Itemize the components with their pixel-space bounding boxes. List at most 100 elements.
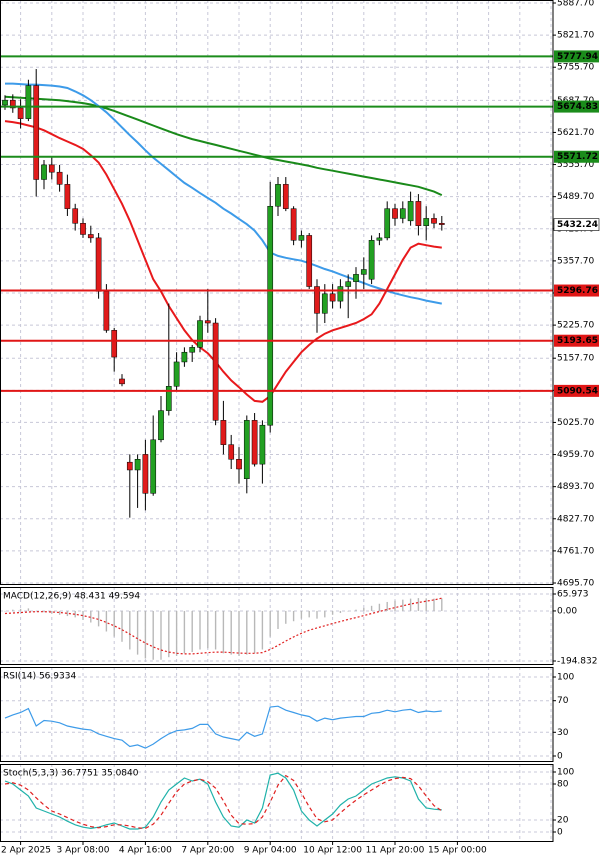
candle-body bbox=[87, 234, 94, 239]
histogram-bar bbox=[152, 610, 154, 660]
x-tick-label: 11 Apr 20:00 bbox=[366, 846, 425, 856]
x-tick-label: 15 Apr 00:00 bbox=[428, 846, 487, 856]
histogram-bar bbox=[324, 610, 326, 618]
histogram-bar bbox=[51, 610, 53, 614]
candle-body bbox=[415, 201, 422, 226]
candle-body bbox=[9, 99, 16, 109]
moving-average bbox=[5, 82, 442, 305]
y-tick-label: 0.00 bbox=[557, 606, 577, 616]
level-label: 5777.94 bbox=[557, 52, 598, 62]
histogram-bar bbox=[230, 610, 232, 655]
indicator-line bbox=[4, 705, 442, 749]
level-label: 5090.54 bbox=[557, 386, 598, 396]
candle-body bbox=[243, 420, 250, 479]
candle-body bbox=[142, 454, 149, 494]
candle-body bbox=[158, 410, 164, 441]
histogram-bar bbox=[35, 610, 37, 612]
level-label-box bbox=[554, 334, 599, 347]
panel-frame bbox=[0, 0, 554, 585]
candle-body bbox=[2, 99, 8, 106]
candle-body bbox=[399, 208, 406, 219]
histogram-bar bbox=[394, 600, 396, 611]
candle-body bbox=[376, 237, 383, 241]
histogram-bar bbox=[300, 610, 303, 619]
candle-body bbox=[56, 171, 63, 185]
histogram-bar bbox=[136, 610, 139, 655]
histogram-bar bbox=[386, 601, 388, 611]
y-tick-label: 5025.70 bbox=[557, 418, 594, 428]
histogram-bar bbox=[43, 610, 45, 613]
histogram-bar bbox=[253, 610, 256, 654]
histogram-bar bbox=[246, 610, 248, 655]
y-tick-label: 100 bbox=[557, 673, 574, 683]
panel-frame bbox=[0, 764, 554, 842]
candle-body bbox=[134, 459, 141, 471]
y-tick-label: 5821.70 bbox=[557, 31, 594, 41]
y-tick-label: 4893.70 bbox=[557, 482, 594, 492]
candle-body bbox=[298, 235, 305, 241]
histogram-bar bbox=[409, 598, 412, 611]
histogram-bar bbox=[97, 610, 100, 627]
candle-body bbox=[236, 459, 242, 470]
candle-body bbox=[275, 184, 281, 207]
y-tick-label: 5621.70 bbox=[557, 128, 594, 138]
x-tick-label: 3 Apr 08:00 bbox=[57, 846, 110, 856]
candle-body bbox=[111, 330, 118, 358]
histogram-bar bbox=[82, 610, 84, 620]
moving-average bbox=[4, 120, 442, 403]
histogram-bar bbox=[433, 598, 435, 611]
candle-body bbox=[197, 320, 203, 348]
candle-body bbox=[95, 237, 102, 292]
histogram-bar bbox=[183, 610, 186, 654]
candle-body bbox=[392, 208, 398, 219]
histogram-bar bbox=[58, 610, 61, 615]
histogram-bar bbox=[175, 610, 178, 656]
x-tick-label: 10 Apr 12:00 bbox=[303, 846, 362, 856]
histogram-bar bbox=[214, 610, 217, 650]
histogram-bar bbox=[121, 610, 123, 642]
histogram-bar bbox=[113, 610, 115, 637]
histogram-bar bbox=[355, 609, 357, 611]
candle-body bbox=[306, 235, 313, 287]
candle-body bbox=[360, 269, 367, 275]
histogram-bar bbox=[105, 610, 108, 632]
y-tick-label: 4695.70 bbox=[557, 579, 594, 589]
level-label-box bbox=[554, 50, 599, 63]
y-tick-label: 4761.70 bbox=[557, 546, 594, 556]
y-tick-label: 5887.70 bbox=[557, 0, 594, 9]
candle-body bbox=[80, 223, 86, 235]
histogram-bar bbox=[292, 610, 295, 622]
candle-body bbox=[48, 164, 55, 173]
indicator-line bbox=[4, 774, 443, 830]
histogram-bar bbox=[370, 605, 373, 611]
histogram-bar bbox=[308, 610, 310, 618]
candle-body bbox=[72, 208, 79, 224]
candle-body bbox=[165, 386, 172, 411]
histogram-bar bbox=[160, 610, 162, 660]
histogram-bar bbox=[378, 603, 381, 611]
histogram-bar bbox=[285, 610, 287, 624]
last-price-label: 5432.24 bbox=[557, 220, 598, 230]
histogram-bar bbox=[207, 610, 209, 649]
candle-body bbox=[384, 208, 391, 239]
candle-body bbox=[64, 184, 71, 209]
candle-body bbox=[119, 378, 125, 385]
y-tick-label: -194.832 bbox=[557, 657, 597, 667]
level-label-box bbox=[554, 100, 599, 113]
x-tick-label: 7 Apr 20:00 bbox=[181, 846, 234, 856]
histogram-bar bbox=[425, 598, 427, 611]
y-tick-label: 5157.70 bbox=[557, 354, 594, 364]
candle-body bbox=[345, 281, 352, 287]
candle-body bbox=[423, 218, 430, 226]
histogram-bar bbox=[144, 610, 147, 659]
candle-body bbox=[353, 274, 359, 282]
y-tick-label: 20 bbox=[557, 816, 569, 826]
level-label-box bbox=[554, 150, 599, 163]
y-tick-label: 0 bbox=[557, 828, 563, 838]
level-label: 5674.83 bbox=[557, 102, 598, 112]
panel-frame bbox=[0, 587, 554, 665]
histogram-bar bbox=[331, 610, 334, 615]
candle-body bbox=[368, 240, 375, 280]
indicator-line bbox=[4, 772, 442, 830]
